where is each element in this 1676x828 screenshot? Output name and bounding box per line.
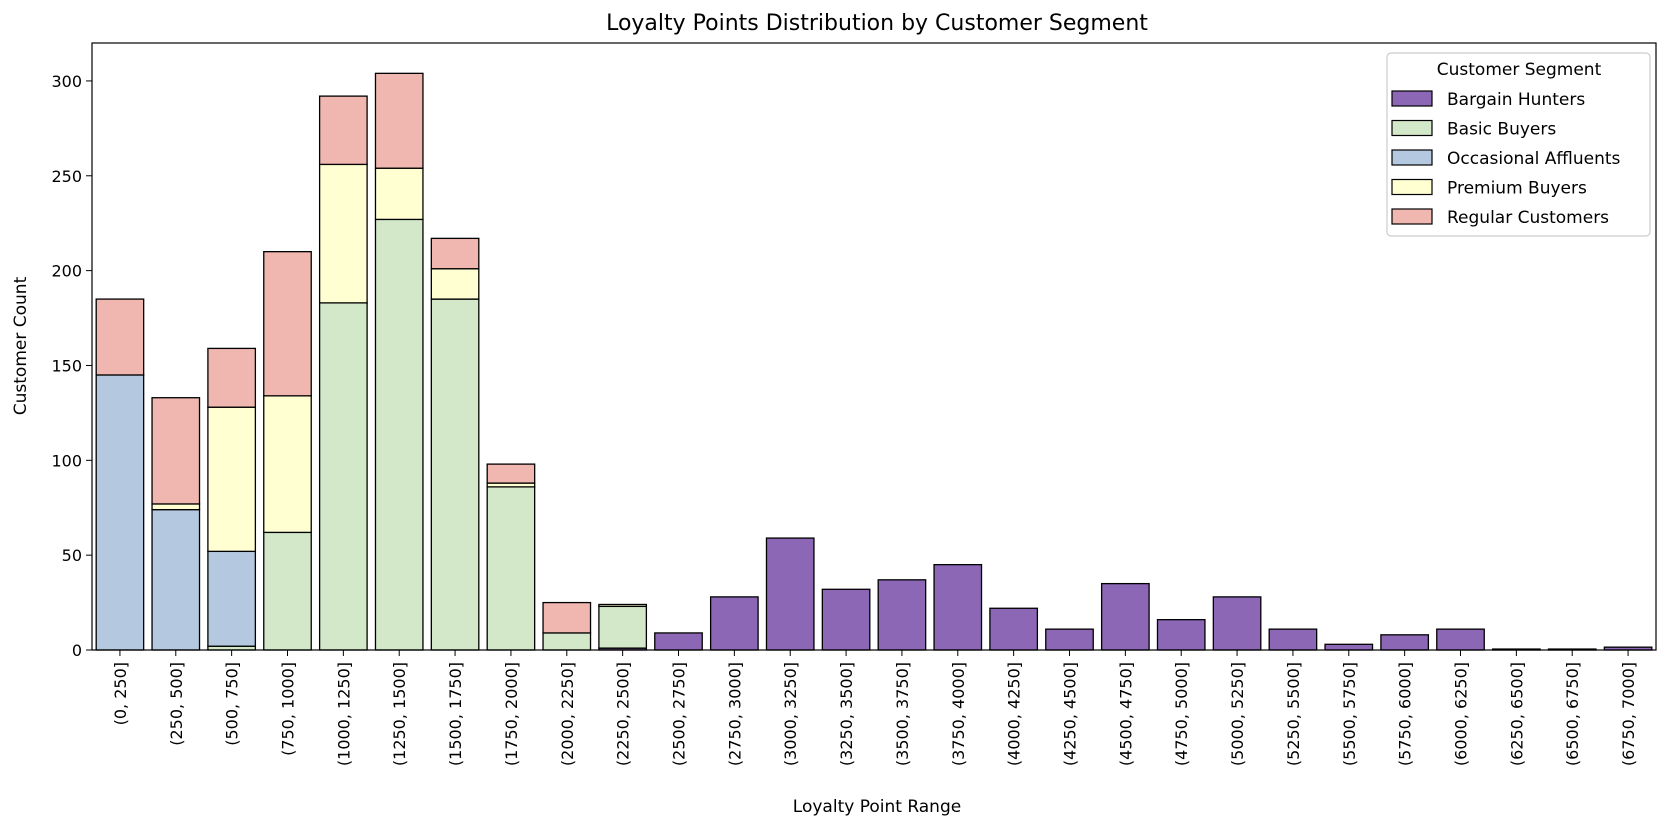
bar-basic-buyers [318, 302, 368, 651]
bar-premium-buyers [430, 268, 480, 300]
legend-swatch-premium-buyers [1391, 178, 1433, 196]
bar-occasional-affluents [207, 550, 257, 647]
x-tick-label: (6500, 6750] [1563, 662, 1582, 766]
bar-occasional-affluents [95, 374, 145, 651]
bar-regular-customers [95, 298, 145, 376]
x-axis: (0, 250] (250, 500] (500, 750] (750, 1000] (… [111, 650, 1638, 766]
x-axis-label: Loyalty Point Range [793, 797, 961, 817]
legend-label-premium-buyers: Premium Buyers [1447, 179, 1587, 199]
bar-regular-customers [207, 347, 257, 408]
x-tick-label: (6750, 7000] [1619, 662, 1638, 766]
bar-bargain-hunters [654, 632, 703, 651]
bar-regular-customers [486, 463, 536, 484]
x-tick-label: (1500, 1750] [446, 662, 465, 766]
bar-bargain-hunters [1045, 628, 1094, 651]
legend-label-bargain-hunters: Bargain Hunters [1447, 90, 1585, 110]
y-tick-label: 300 [51, 72, 82, 91]
y-tick-label: 50 [62, 546, 82, 565]
plot-area-frame [91, 42, 1657, 651]
x-tick-label: (250, 500] [167, 662, 186, 746]
bar-regular-customers [263, 251, 312, 397]
bar-bargain-hunters [1380, 634, 1430, 651]
x-tick-label: (4250, 4500] [1061, 662, 1080, 766]
y-tick-label: 250 [51, 167, 82, 186]
x-tick-label: (4000, 4250] [1005, 662, 1024, 766]
bar-bargain-hunters [1268, 628, 1318, 651]
x-tick-label: (5000, 5250] [1228, 662, 1247, 766]
bar-basic-buyers [598, 605, 648, 649]
bar-regular-customers [542, 601, 592, 634]
x-tick-label: (5250, 5500] [1284, 662, 1303, 766]
legend-label-regular-customers: Regular Customers [1447, 208, 1609, 228]
bars-layer [95, 72, 1653, 651]
bar-regular-customers [430, 237, 480, 270]
y-axis: 0 50 100 150 200 250 300 [51, 72, 92, 660]
bar-premium-buyers [318, 163, 368, 304]
legend-swatch-basic-buyers [1391, 119, 1433, 137]
bar-premium-buyers [207, 406, 257, 553]
bar-basic-buyers [542, 632, 592, 651]
y-tick-label: 0 [72, 641, 82, 660]
bar-bargain-hunters [933, 563, 983, 651]
x-tick-label: (0, 250] [111, 662, 130, 725]
bar-bargain-hunters [765, 537, 815, 651]
bar-premium-buyers [151, 503, 201, 511]
bar-bargain-hunters [877, 579, 927, 651]
bar-bargain-hunters [1156, 619, 1206, 651]
x-tick-label: (2500, 2750] [670, 662, 689, 766]
legend-items: Bargain Hunters Basic Buyers Occasional Af… [1391, 90, 1621, 228]
bar-bargain-hunters [709, 596, 759, 651]
legend-swatch-bargain-hunters [1391, 90, 1433, 107]
y-tick-label: 100 [51, 451, 82, 470]
x-tick-label: (6000, 6250] [1452, 662, 1471, 766]
bar-bargain-hunters [1100, 582, 1150, 651]
bar-premium-buyers [374, 167, 424, 221]
y-tick-label: 200 [51, 262, 82, 281]
x-tick-label: (2000, 2250] [558, 662, 577, 766]
bar-premium-buyers [263, 395, 312, 534]
bar-premium-buyers [598, 603, 648, 608]
x-tick-label: (4500, 4750] [1116, 662, 1135, 766]
legend-swatch-regular-customers [1391, 208, 1433, 225]
chart-title: Loyalty Points Distribution by Customer … [606, 11, 1148, 36]
x-tick-label: (4750, 5000] [1172, 662, 1191, 766]
legend: Customer Segment Bargain Hunters Basic Bu… [1386, 52, 1651, 237]
bar-bargain-hunters [821, 588, 871, 651]
x-tick-label: (5500, 5750] [1340, 662, 1359, 766]
bar-regular-customers [151, 397, 201, 505]
bar-bargain-hunters [1212, 596, 1262, 651]
x-tick-label: (1000, 1250] [334, 662, 353, 766]
x-tick-label: (500, 750] [223, 662, 242, 746]
bar-bargain-hunters [1324, 643, 1374, 651]
x-tick-label: (3750, 4000] [949, 662, 968, 766]
x-tick-label: (1250, 1500] [390, 662, 409, 766]
legend-frame [1386, 52, 1651, 237]
y-axis-label: Customer Count [11, 276, 31, 415]
y-tick-label: 150 [51, 356, 82, 375]
x-tick-label: (3250, 3500] [837, 662, 856, 766]
bar-basic-buyers [374, 218, 424, 651]
x-tick-label: (6250, 6500] [1507, 662, 1526, 766]
x-tick-label: (1750, 2000] [502, 662, 521, 766]
legend-label-occasional-affluents: Occasional Affluents [1447, 149, 1621, 169]
x-tick-label: (3000, 3250] [781, 662, 800, 766]
x-tick-label: (2750, 3000] [725, 662, 744, 766]
x-tick-label: (2250, 2500] [614, 662, 633, 766]
legend-swatch-occasional-affluents [1391, 149, 1433, 166]
bar-regular-customers [374, 72, 424, 169]
legend-title: Customer Segment [1437, 60, 1602, 80]
bar-basic-buyers [430, 298, 480, 651]
bar-basic-buyers [263, 531, 312, 651]
bar-bargain-hunters [989, 607, 1039, 651]
bar-bargain-hunters [1436, 628, 1485, 651]
legend-label-basic-buyers: Basic Buyers [1447, 120, 1556, 140]
x-tick-label: (750, 1000] [279, 662, 298, 756]
bar-regular-customers [318, 95, 368, 166]
x-tick-label: (3500, 3750] [893, 662, 912, 766]
x-tick-label: (5750, 6000] [1396, 662, 1415, 766]
bar-basic-buyers [486, 486, 536, 651]
bar-occasional-affluents [151, 508, 201, 651]
